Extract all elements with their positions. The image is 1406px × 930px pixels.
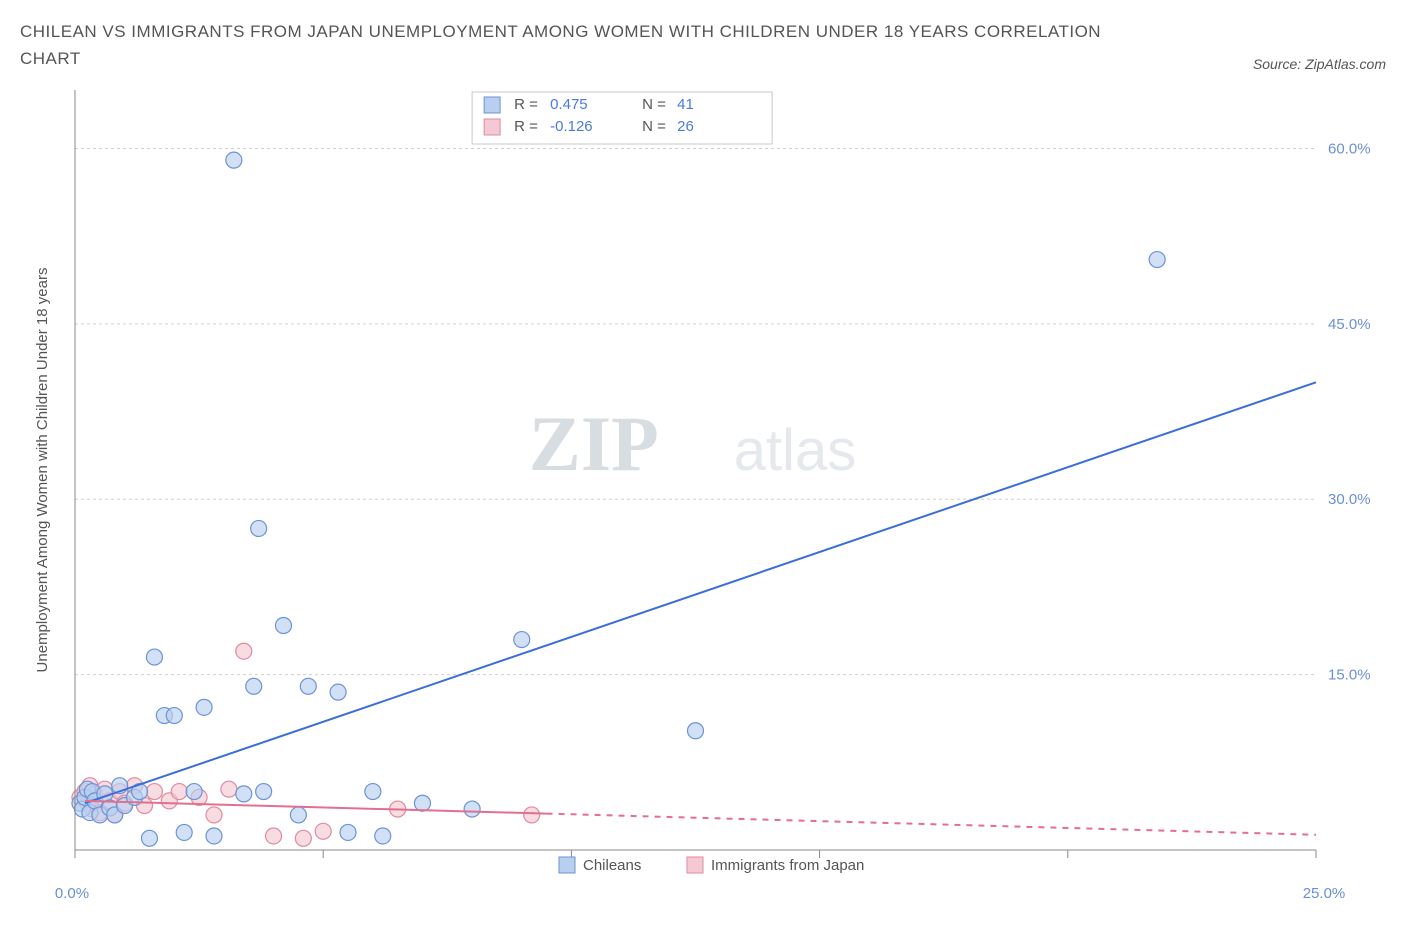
data-point-chileans: [226, 153, 242, 169]
data-point-japan: [266, 828, 282, 844]
data-point-japan: [236, 644, 252, 660]
legend-n-label: N =: [642, 96, 666, 113]
data-point-chileans: [340, 825, 356, 841]
data-point-chileans: [186, 784, 202, 800]
data-point-chileans: [141, 831, 157, 847]
trend-line-dash-japan: [547, 814, 1316, 835]
data-point-chileans: [1149, 252, 1165, 268]
data-point-chileans: [275, 618, 291, 634]
data-point-chileans: [256, 784, 272, 800]
data-point-chileans: [236, 786, 252, 802]
data-point-chileans: [330, 685, 346, 701]
data-point-chileans: [514, 632, 530, 648]
chart-title: CHILEAN VS IMMIGRANTS FROM JAPAN UNEMPLO…: [20, 18, 1120, 72]
data-point-chileans: [365, 784, 381, 800]
plot-svg: 15.0% 30.0% 45.0% 60.0% ZIP atlas 0.0% 25.0% Une…: [20, 80, 1386, 910]
legend-r-label: R =: [514, 96, 538, 113]
data-point-chileans: [464, 801, 480, 817]
source-label: Source: ZipAtlas.com: [1253, 56, 1386, 72]
y-axis-label: Unemployment Among Women with Children U…: [34, 268, 51, 673]
y-tick-label: 45.0%: [1328, 316, 1371, 333]
data-point-japan: [146, 784, 162, 800]
legend-swatch-japan: [484, 119, 500, 135]
data-point-chileans: [300, 679, 316, 695]
y-tick-label: 15.0%: [1328, 667, 1371, 684]
series-label-japan: Immigrants from Japan: [711, 857, 864, 874]
data-point-chileans: [688, 723, 704, 739]
legend-r-value-japan: -0.126: [550, 118, 593, 135]
data-point-chileans: [146, 649, 162, 665]
series-swatch-japan: [687, 857, 703, 873]
data-point-chileans: [176, 825, 192, 841]
y-tick-label: 60.0%: [1328, 141, 1371, 158]
series-swatch-chileans: [559, 857, 575, 873]
x-tick-label: 25.0%: [1303, 885, 1346, 902]
legend-r-label: R =: [514, 118, 538, 135]
x-tick-label: 0.0%: [55, 885, 89, 902]
data-point-japan: [315, 824, 331, 840]
watermark: ZIP: [529, 400, 659, 487]
legend-swatch-chileans: [484, 97, 500, 113]
data-point-japan: [171, 784, 187, 800]
scatter-chart: 15.0% 30.0% 45.0% 60.0% ZIP atlas 0.0% 25.0% Une…: [20, 80, 1386, 910]
legend-r-value-chileans: 0.475: [550, 96, 588, 113]
legend-n-value-japan: 26: [677, 118, 694, 135]
data-point-japan: [295, 831, 311, 847]
data-point-chileans: [290, 807, 306, 823]
data-point-japan: [524, 807, 540, 823]
series-label-chileans: Chileans: [583, 857, 641, 874]
data-point-japan: [206, 807, 222, 823]
data-point-chileans: [251, 521, 267, 537]
data-point-chileans: [196, 700, 212, 716]
data-point-chileans: [206, 828, 222, 844]
y-tick-label: 30.0%: [1328, 492, 1371, 509]
data-point-chileans: [246, 679, 262, 695]
data-point-chileans: [375, 828, 391, 844]
legend-n-label: N =: [642, 118, 666, 135]
legend-n-value-chileans: 41: [677, 96, 694, 113]
watermark: atlas: [734, 418, 857, 483]
data-point-chileans: [166, 708, 182, 724]
data-point-chileans: [414, 796, 430, 812]
trend-line-chileans: [85, 383, 1316, 804]
data-point-japan: [221, 782, 237, 798]
